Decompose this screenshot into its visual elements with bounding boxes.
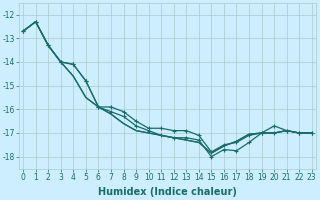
X-axis label: Humidex (Indice chaleur): Humidex (Indice chaleur) [98, 187, 237, 197]
